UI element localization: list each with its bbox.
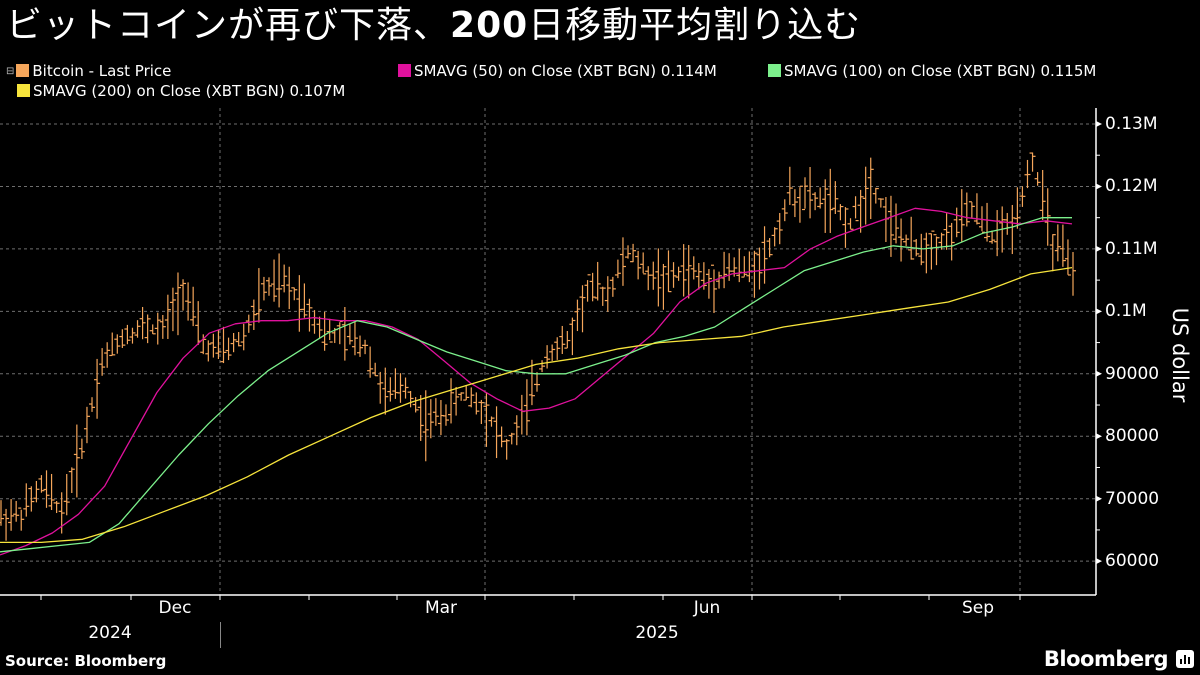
bloomberg-logo: Bloomberg: [1043, 647, 1169, 671]
title-text-bold: 200: [450, 5, 529, 46]
title-text-2: 日移動平均割り込む: [528, 5, 862, 46]
legend-swatch-price: [16, 64, 30, 77]
y-tick-label: 80000: [1105, 426, 1160, 447]
legend-item-price[interactable]: ⊟ Bitcoin - Last Price: [6, 62, 171, 81]
axes: [0, 108, 1102, 600]
y-tick-label: 0.13M: [1105, 114, 1158, 134]
price-bars: [0, 152, 1076, 541]
x-tick-sep: Sep: [961, 598, 995, 618]
legend-swatch-sma200: [17, 84, 30, 97]
bloomberg-chart-icon: [1176, 650, 1194, 668]
pin-icon[interactable]: ⊟: [6, 66, 15, 77]
legend-label-price: Bitcoin - Last Price: [32, 62, 172, 80]
y-tick-label: 60000: [1105, 551, 1160, 572]
x-tick-dec: Dec: [158, 598, 192, 618]
legend-swatch-sma50: [398, 64, 411, 77]
source-note: Source: Bloomberg: [5, 652, 167, 670]
gridlines: [0, 108, 1096, 595]
y-axis-title: US dollar: [1160, 300, 1200, 410]
title-text-1: ビットコインが再び下落、: [6, 5, 451, 46]
legend-label-sma200: SMAVG (200) on Close (XBT BGN) 0.107M: [33, 82, 346, 100]
x-tick-jun: Jun: [693, 598, 721, 618]
x-tick-mar: Mar: [424, 598, 458, 618]
legend-item-sma50[interactable]: SMAVG (50) on Close (XBT BGN) 0.114M: [398, 62, 717, 80]
y-tick-label: 90000: [1105, 363, 1160, 384]
legend-label-sma50: SMAVG (50) on Close (XBT BGN) 0.114M: [414, 62, 717, 80]
y-axis-title-text: US dollar: [1168, 307, 1192, 403]
chart-title: ビットコインが再び下落、200日移動平均割り込む: [6, 2, 861, 50]
y-tick-label: 0.11M: [1105, 238, 1158, 259]
legend-item-sma100[interactable]: SMAVG (100) on Close (XBT BGN) 0.115M: [768, 62, 1096, 80]
y-tick-label: 0.12M: [1105, 176, 1158, 197]
y-tick-label: 70000: [1105, 488, 1160, 509]
x-year-2024: 2024: [88, 623, 132, 643]
x-year-2025: 2025: [635, 623, 679, 643]
moving-average-lines: [0, 207, 1073, 556]
y-tick-label: 0.1M: [1105, 301, 1147, 322]
legend-swatch-sma100: [768, 64, 781, 77]
year-separator: [220, 622, 221, 648]
legend-label-sma100: SMAVG (100) on Close (XBT BGN) 0.115M: [784, 62, 1097, 80]
legend-item-sma200[interactable]: SMAVG (200) on Close (XBT BGN) 0.107M: [17, 82, 345, 100]
